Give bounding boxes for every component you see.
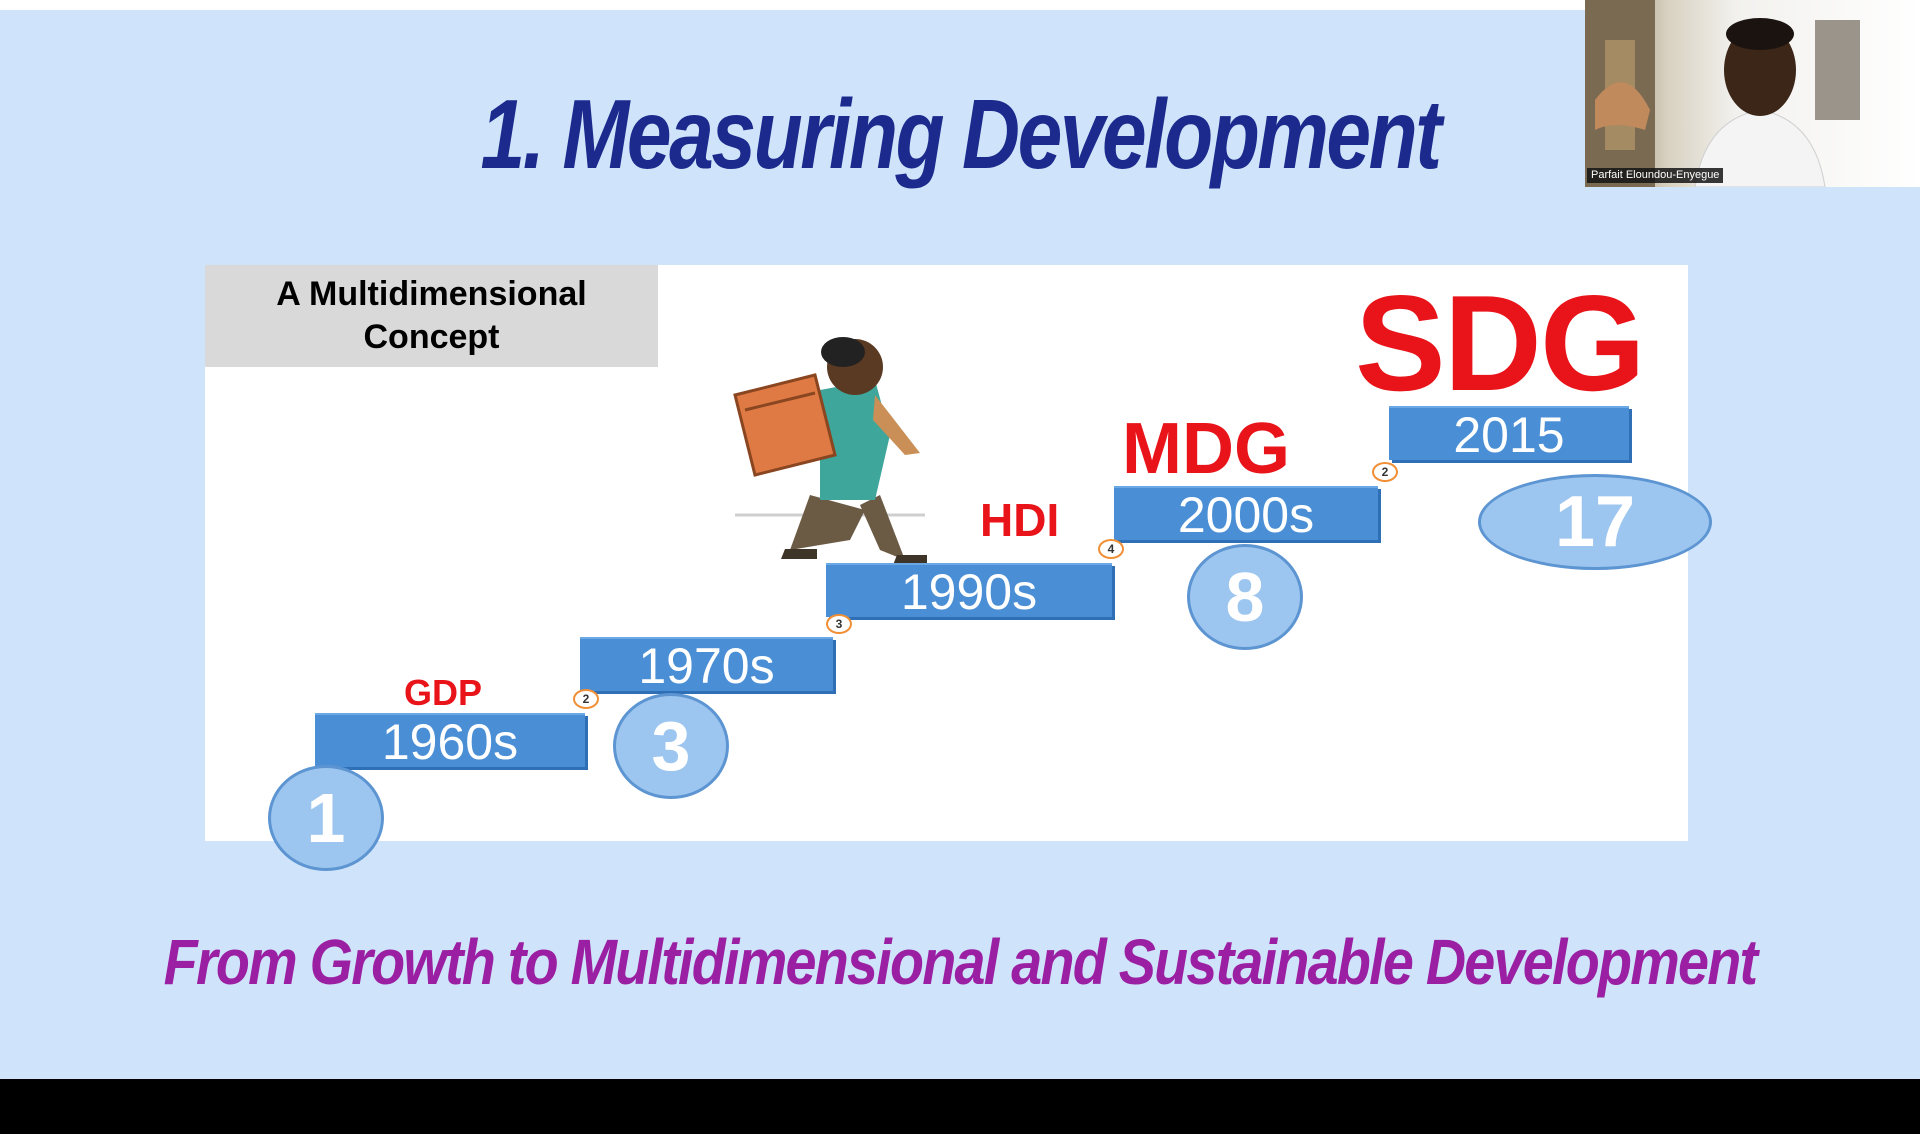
- count-circle-8: 8: [1187, 544, 1303, 650]
- label-gdp: GDP: [404, 672, 483, 713]
- label-hdi: HDI: [980, 494, 1060, 546]
- timeline-step-1990s: 1990s: [826, 563, 1112, 619]
- concept-box: A Multidimensional Concept: [205, 265, 658, 367]
- slide-subtitle: From Growth to Multidimensional and Sust…: [163, 926, 1758, 998]
- webcam-video-tile[interactable]: Parfait Eloundou-Enyegue: [1585, 0, 1920, 187]
- participant-name-tag: Parfait Eloundou-Enyegue: [1587, 168, 1724, 183]
- schoolboy-illustration: [733, 337, 927, 565]
- count-circle-17: 17: [1478, 474, 1712, 570]
- presenter-video-image: [1585, 0, 1860, 187]
- step-marker: 4: [1098, 539, 1124, 559]
- timeline-step-2015: 2015: [1389, 406, 1629, 462]
- label-mdg: MDG: [1122, 409, 1290, 489]
- bottom-black-bar: [0, 1079, 1920, 1134]
- step-marker: 3: [826, 614, 852, 634]
- step-marker: 2: [573, 689, 599, 709]
- step-marker: 2: [1372, 462, 1398, 482]
- count-circle-3: 3: [613, 693, 729, 799]
- slide-title: 1. Measuring Development: [480, 79, 1442, 189]
- count-circle-1: 1: [268, 765, 384, 871]
- timeline-step-1970s: 1970s: [580, 637, 833, 693]
- timeline-step-1960s: 1960s: [315, 713, 585, 769]
- label-sdg: SDG: [1355, 267, 1646, 419]
- timeline-step-2000s: 2000s: [1114, 486, 1378, 542]
- concept-box-label: A Multidimensional Concept: [276, 275, 587, 356]
- slide-top-strip: [0, 0, 1920, 10]
